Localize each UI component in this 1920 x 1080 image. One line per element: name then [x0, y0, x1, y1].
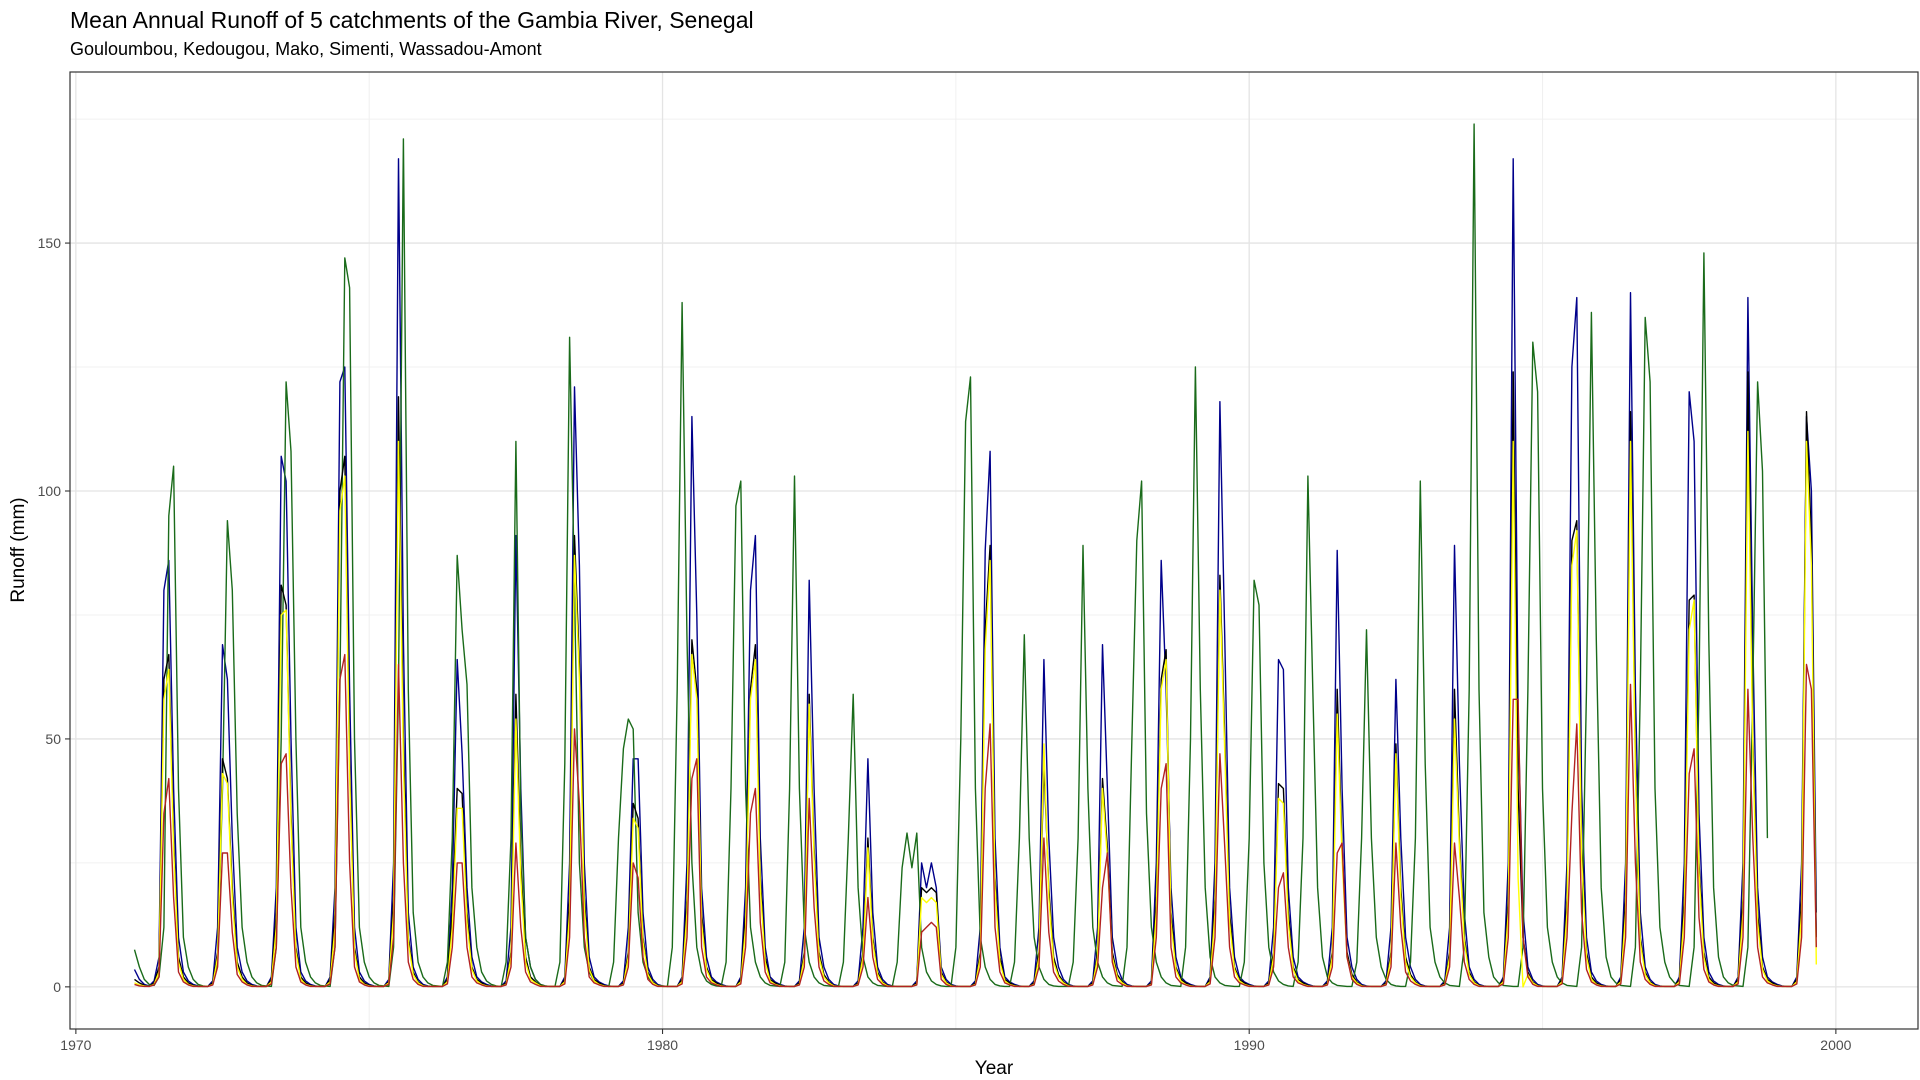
x-tick-label: 1980 — [647, 1037, 678, 1053]
plot-border — [69, 71, 1919, 1030]
y-tick-label: 100 — [38, 483, 62, 499]
series-line-5 — [134, 653, 1817, 988]
y-axis-title: Runoff (mm) — [8, 497, 29, 602]
x-tick-label: 2000 — [1820, 1037, 1851, 1053]
chart-title: Mean Annual Runoff of 5 catchments of th… — [70, 7, 754, 33]
y-tick-label: 50 — [45, 731, 61, 747]
x-tick-label: 1990 — [1234, 1037, 1265, 1053]
x-axis-title: Year — [975, 1058, 1014, 1079]
series-layer — [133, 123, 1818, 988]
y-axis: 0 50 100 150 — [38, 235, 70, 995]
x-axis: 1970 1980 1990 2000 — [60, 1029, 1852, 1053]
y-tick-label: 0 — [53, 979, 61, 995]
y-tick-label: 150 — [38, 235, 62, 251]
x-tick-label: 1970 — [60, 1037, 91, 1053]
chart-subtitle: Gouloumbou, Kedougou, Mako, Simenti, Was… — [70, 39, 542, 59]
